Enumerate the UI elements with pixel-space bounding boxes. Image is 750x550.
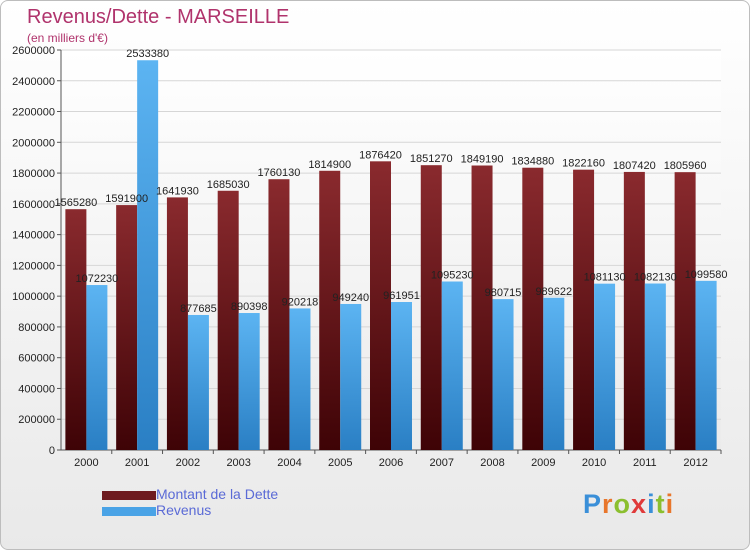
data-label-debt: 1565280 [54,197,97,209]
data-label-debt: 1851270 [410,153,453,165]
legend-swatch-revenue [102,507,156,516]
bar-revenue [187,314,209,450]
data-label-revenue: 961951 [383,290,420,302]
data-label-debt: 1805960 [664,160,707,172]
y-tick-label: 1000000 [12,291,55,303]
x-tick-label: 2010 [582,457,606,469]
bar-revenue [391,302,412,450]
x-tick-label: 2003 [226,457,250,469]
bar-debt [217,190,239,450]
proxiti-logo: Proxiti [583,489,674,520]
bar-revenue [137,60,159,450]
bar-revenue [594,283,616,450]
bar-revenue [543,297,565,450]
x-tick-label: 2009 [531,457,555,469]
data-label-revenue: 1095230 [431,270,474,282]
y-tick-label: 400000 [18,383,55,395]
y-tick-label: 1400000 [12,230,55,242]
logo-letter: o [613,489,632,519]
data-label-revenue: 890398 [231,301,268,313]
data-label-revenue: 989622 [535,286,572,298]
bar-debt [268,179,290,451]
axes: 0 200000 400000 600000 800000 1000000 1200000 1… [12,45,722,469]
y-tick-label: 1800000 [12,168,55,180]
x-tick-label: 2006 [379,457,403,469]
data-label-revenue: 949240 [332,292,369,304]
y-tick-label: 1600000 [12,199,55,211]
bar-debt [522,167,544,451]
data-label-debt: 1685030 [207,179,250,191]
y-tick-label: 2600000 [12,45,55,57]
bar-revenue [289,308,311,450]
logo-letter: P [583,489,603,519]
legend-label-debt: Montant de la Dette [156,486,279,502]
y-tick-label: 2400000 [12,76,55,88]
bar-revenue [695,280,717,450]
x-tick-label: 2000 [74,457,98,469]
legend-label-revenue: Revenus [156,502,212,518]
data-label-revenue: 920218 [282,296,319,308]
y-tick-label: 800000 [18,322,55,334]
data-label-debt: 1814900 [308,159,351,171]
bar-debt [319,170,341,451]
data-label-debt: 1807420 [613,160,656,172]
y-tick-label: 0 [49,445,55,457]
bar-debt [420,165,442,451]
x-tick-label: 2005 [328,457,352,469]
x-tick-label: 2004 [277,457,301,469]
data-label-revenue: 1099580 [685,269,728,281]
x-tick-label: 2011 [633,457,657,469]
bar-revenue [441,281,463,450]
data-label-debt: 1834880 [511,156,554,168]
x-tick-label: 2002 [176,457,200,469]
data-labels: 1565280 1072230 1591900 2533380 1641930 87768… [54,48,727,315]
bar-debt [674,172,696,450]
legend-swatch-debt [102,491,156,500]
bar-debt [116,205,138,450]
bars [65,60,717,451]
data-label-revenue: 980715 [485,287,522,299]
bar-revenue [86,285,108,450]
logo-letter: i [665,489,675,519]
bar-debt [471,165,493,451]
data-label-debt: 1849190 [461,154,504,166]
x-tick-label: 2012 [683,457,707,469]
data-label-revenue: 877685 [180,303,217,315]
y-tick-label: 2200000 [12,107,55,119]
chart-title: Revenus/Dette - MARSEILLE [27,6,290,28]
data-label-revenue: 1072230 [75,273,118,285]
data-label-debt: 1822160 [562,158,605,170]
x-tick-label: 2008 [480,457,504,469]
bar-revenue [492,299,514,450]
bar-debt [370,161,391,450]
data-label-debt: 1591900 [105,193,148,205]
logo-letter: r [602,489,614,519]
x-tick-label: 2007 [430,457,454,469]
logo-letter: i [647,489,656,519]
bar-revenue [238,313,260,450]
y-tick-label: 200000 [18,414,55,426]
logo-letter: x [631,489,648,519]
bar-debt [623,171,645,451]
data-label-debt: 1876420 [359,149,402,161]
bar-revenue [340,303,362,450]
bar-debt [65,209,87,450]
data-label-revenue: 1082130 [634,272,677,284]
y-tick-label: 600000 [18,353,55,365]
data-label-revenue: 1081130 [584,272,626,284]
y-tick-label: 1200000 [12,260,55,272]
bar-debt [573,169,595,450]
chart-subtitle: (en milliers d'€) [27,31,108,45]
x-tick-label: 2001 [125,457,149,469]
bar-revenue [644,283,666,450]
data-label-debt: 1760130 [258,167,301,179]
data-label-debt: 1641930 [156,185,199,197]
logo-letter: t [655,489,666,519]
data-label-revenue: 2533380 [126,48,169,60]
y-tick-label: 2000000 [12,137,55,149]
bar-debt [166,197,188,450]
